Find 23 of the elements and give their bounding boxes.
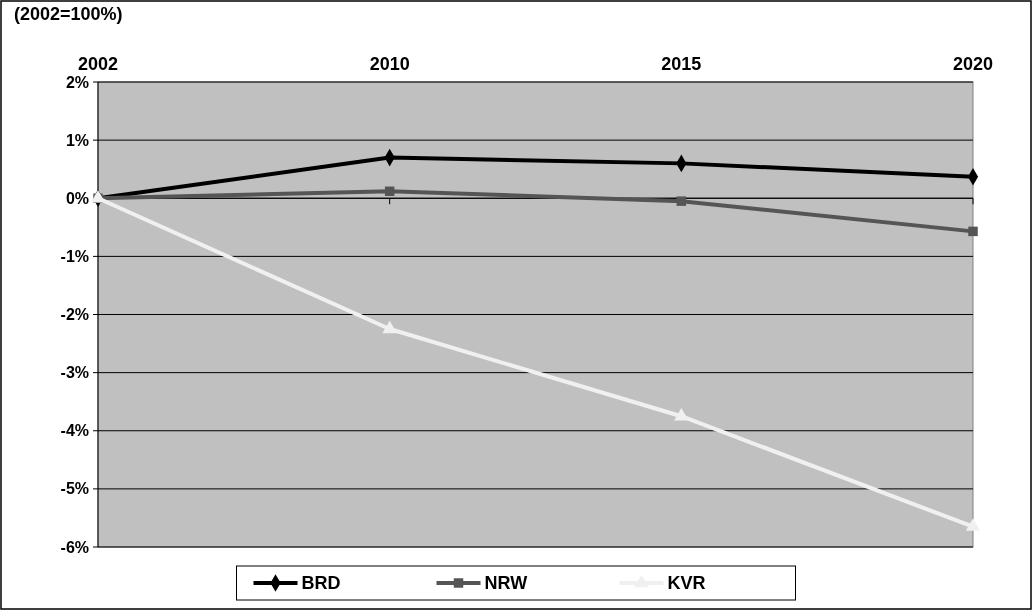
point xyxy=(968,226,978,237)
y-tick-label: -3% xyxy=(60,364,89,382)
y-tick-label: -1% xyxy=(60,247,89,265)
x-tick-label: 2020 xyxy=(952,54,994,74)
x-tick-label: 2010 xyxy=(369,54,410,74)
legend-label: NRW xyxy=(484,573,528,594)
y-tick-label: -2% xyxy=(60,306,89,324)
point xyxy=(965,518,981,531)
y-tick-label: 0% xyxy=(65,189,89,207)
point xyxy=(676,196,687,206)
y-tick-label: 2% xyxy=(65,73,89,91)
legend-label: BRD xyxy=(301,573,341,594)
chart-title: (2002=100%) xyxy=(14,4,123,24)
point xyxy=(382,320,397,334)
point xyxy=(384,186,395,197)
y-tick-label: -4% xyxy=(60,422,89,440)
y-tick-label: -5% xyxy=(60,480,89,498)
point xyxy=(674,407,689,421)
y-tick-label: 1% xyxy=(65,131,89,149)
y-tick-label: -6% xyxy=(60,538,89,556)
x-tick-label: 2015 xyxy=(661,54,702,74)
legend-label: KVR xyxy=(667,573,706,594)
x-tick-label: 2002 xyxy=(77,54,119,74)
